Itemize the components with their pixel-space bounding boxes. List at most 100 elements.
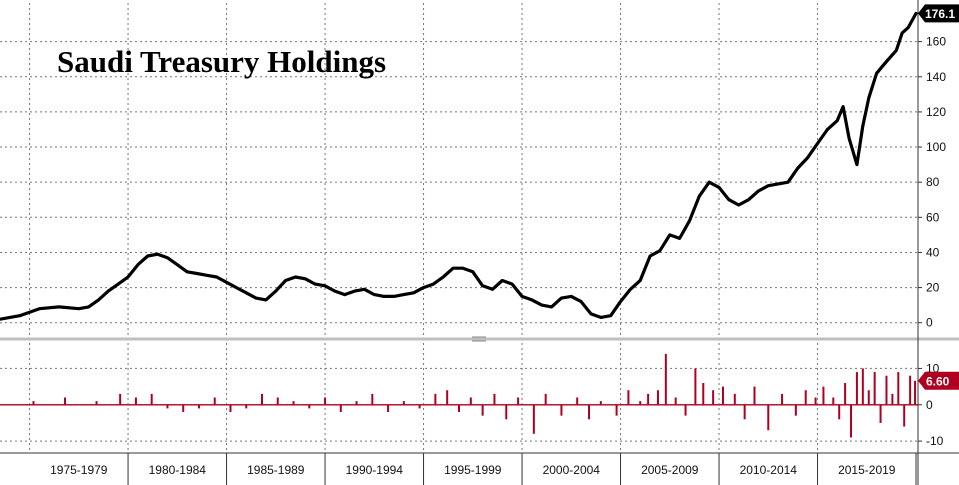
change-bar [560, 404, 563, 416]
x-tick-label: 2000-2004 [543, 463, 601, 477]
x-tick-label: 1995-1999 [444, 463, 502, 477]
change-bar [119, 393, 122, 405]
change-bar [684, 404, 687, 416]
change-bar [861, 368, 864, 405]
change-bar [261, 393, 264, 405]
x-tick-label: 2005-2009 [641, 463, 699, 477]
change-bar [387, 404, 390, 413]
holdings-series-line [0, 11, 918, 321]
change-bar [656, 390, 659, 405]
bottom-ytick-label: -10 [926, 434, 944, 448]
change-bar [627, 390, 630, 405]
change-bar [493, 393, 496, 405]
top-ytick-label: 100 [926, 140, 946, 154]
last-value-tags: 176.1 6.60 [918, 4, 959, 390]
change-bar [832, 397, 835, 405]
top-ytick-label: 20 [926, 281, 940, 295]
change-bar [544, 393, 547, 405]
x-tick-label: 2010-2014 [740, 463, 798, 477]
x-tick-label: 1985-1989 [247, 463, 305, 477]
x-tick-labels: 1975-1979 1980-1984 1985-1989 1990-1994 1995… [50, 463, 896, 477]
bottom-ytick-label: 0 [926, 398, 933, 412]
change-bar [781, 393, 784, 405]
change-bar [664, 353, 667, 405]
chart-title: Saudi Treasury Holdings [57, 44, 386, 79]
change-bar [753, 386, 756, 405]
holdings-last-value-text: 176.1 [925, 7, 955, 21]
change-bar [150, 393, 153, 405]
change-bar [229, 404, 232, 413]
change-bar [418, 404, 421, 409]
change-bar [794, 404, 797, 416]
bottom-panel-gridlines [0, 343, 918, 452]
change-bar [276, 397, 279, 405]
top-ytick-label: 0 [926, 316, 933, 330]
change-bar [814, 397, 817, 405]
change-bar [166, 404, 169, 409]
x-tick-label: 2015-2019 [838, 463, 896, 477]
top-panel-gridlines [0, 3, 918, 335]
change-bar [804, 390, 807, 405]
change-bar [914, 380, 917, 405]
change-bar [885, 375, 888, 405]
change-bar [95, 401, 98, 405]
change-bar [402, 401, 405, 405]
x-tick-label: 1990-1994 [346, 463, 404, 477]
holdings-line-path [0, 11, 918, 321]
change-bar [844, 382, 847, 405]
change-bar [702, 382, 705, 405]
top-ytick-label: 60 [926, 210, 940, 224]
change-bar [867, 390, 870, 405]
change-bar [245, 404, 248, 409]
top-ytick-label: 160 [926, 35, 946, 49]
change-bar [308, 404, 311, 409]
change-bar [639, 401, 642, 405]
change-last-value-text: 6.60 [926, 374, 950, 388]
change-bar [903, 404, 906, 427]
top-ytick-label: 40 [926, 245, 940, 259]
change-bar [733, 393, 736, 405]
change-bar [355, 401, 358, 405]
change-bar [517, 397, 520, 405]
change-bar [371, 393, 374, 405]
top-ytick-label: 140 [926, 70, 946, 84]
change-last-value-tag [918, 371, 959, 390]
change-bar [822, 386, 825, 405]
change-bar [743, 404, 746, 420]
change-bar [134, 397, 137, 405]
change-bar [855, 372, 858, 405]
x-tick-label: 1975-1979 [50, 463, 108, 477]
change-bar [850, 404, 853, 438]
top-ytick-label: 120 [926, 105, 946, 119]
change-bar [909, 375, 912, 405]
change-bar [647, 393, 650, 405]
change-series-bars [0, 353, 918, 438]
change-bar [182, 404, 185, 413]
change-bar [615, 404, 618, 416]
change-bar [446, 390, 449, 405]
change-bar [576, 397, 579, 405]
change-bar [721, 386, 724, 405]
change-bar [434, 393, 437, 405]
change-bar [838, 404, 841, 420]
change-bar [879, 404, 882, 423]
change-bar [588, 404, 591, 420]
change-bar [505, 404, 508, 420]
holdings-last-value-tag [918, 4, 959, 23]
change-bar [712, 390, 715, 405]
change-bar [292, 401, 295, 405]
change-bar [324, 397, 327, 405]
change-bar [694, 368, 697, 405]
change-bar [458, 404, 460, 413]
change-bar [481, 404, 484, 416]
change-bar [339, 404, 342, 413]
x-tick-label: 1980-1984 [149, 463, 207, 477]
change-bar [891, 393, 894, 405]
change-bar [197, 404, 200, 409]
change-bar [873, 372, 876, 405]
change-bar [532, 404, 535, 434]
top-ytick-label: 80 [926, 175, 940, 189]
change-bar [64, 397, 67, 405]
